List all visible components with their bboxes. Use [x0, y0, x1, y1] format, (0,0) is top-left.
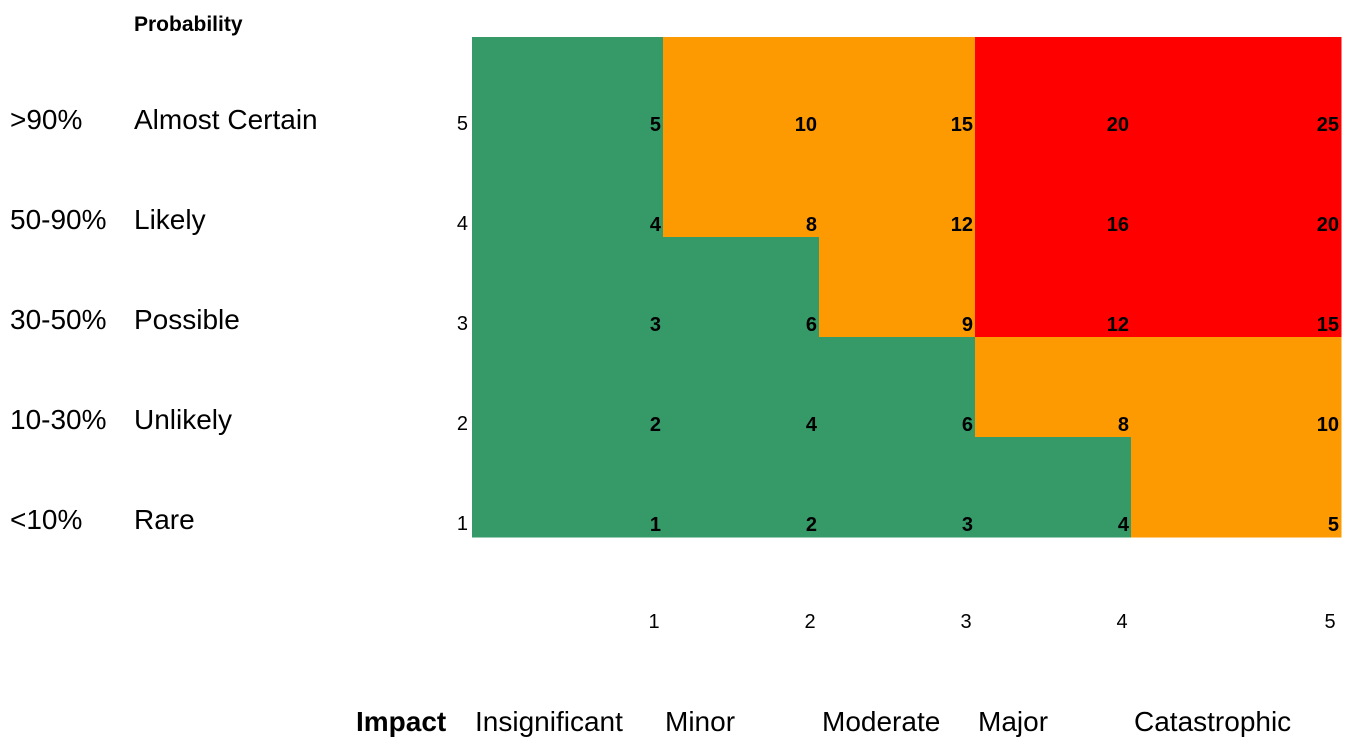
matrix-value-r3-c3: 9 — [962, 314, 973, 336]
row-label-3: Possible — [134, 304, 240, 335]
matrix-cell-r4-c2 — [663, 137, 820, 238]
matrix-cell-r1-c5 — [1131, 437, 1342, 538]
matrix-cell-r5-c3 — [819, 37, 976, 138]
matrix-value-r3-c1: 3 — [650, 314, 661, 336]
col-label-2: Minor — [665, 706, 736, 737]
matrix-cell-r1-c2 — [663, 437, 820, 538]
matrix-value-r1-c1: 1 — [650, 514, 661, 536]
row-label-5: Almost Certain — [134, 104, 318, 135]
matrix-cell-r1-c3 — [819, 437, 976, 538]
matrix-value-r4-c2: 8 — [806, 214, 817, 236]
matrix-cell-r4-c5 — [1131, 137, 1342, 238]
matrix-cell-r5-c5 — [1131, 37, 1342, 138]
col-level-4: 4 — [1116, 611, 1128, 633]
row-percent-1: <10% — [10, 504, 83, 535]
col-label-4: Major — [978, 706, 1049, 737]
row-level-5: 5 — [456, 113, 468, 135]
row-level-2: 2 — [456, 413, 468, 435]
matrix-value-r1-c2: 2 — [806, 514, 817, 536]
matrix-cell-r4-c1 — [472, 137, 664, 238]
probability-axis-title: Probability — [134, 13, 243, 36]
matrix-cell-r4-c3 — [819, 137, 976, 238]
matrix-cell-r5-c4 — [975, 37, 1132, 138]
matrix-value-r5-c5: 25 — [1317, 114, 1339, 136]
matrix-value-r2-c4: 8 — [1118, 414, 1129, 436]
matrix-cell-r1-c4 — [975, 437, 1132, 538]
matrix-cell-r2-c3 — [819, 337, 976, 438]
col-level-1: 1 — [648, 611, 660, 633]
matrix-value-r3-c4: 12 — [1107, 314, 1129, 336]
matrix-cell-r5-c1 — [472, 37, 664, 138]
matrix-cell-r3-c1 — [472, 237, 664, 338]
col-level-5: 5 — [1324, 611, 1336, 633]
matrix-value-r5-c1: 5 — [650, 114, 661, 136]
impact-axis-title: Impact — [356, 706, 447, 737]
matrix-cell-r2-c5 — [1131, 337, 1342, 438]
matrix-cell-r4-c4 — [975, 137, 1132, 238]
matrix-cell-r3-c4 — [975, 237, 1132, 338]
col-level-2: 2 — [804, 611, 816, 633]
matrix-cell-r3-c2 — [663, 237, 820, 338]
row-percent-4: 50-90% — [10, 204, 107, 235]
row-level-4: 4 — [456, 213, 468, 235]
matrix-value-r2-c3: 6 — [962, 414, 973, 436]
row-percent-2: 10-30% — [10, 404, 107, 435]
matrix-value-r4-c3: 12 — [951, 214, 973, 236]
matrix-value-r4-c1: 4 — [650, 214, 662, 236]
row-label-4: Likely — [134, 204, 206, 235]
matrix-value-r2-c2: 4 — [806, 414, 818, 436]
row-label-1: Rare — [134, 504, 195, 535]
matrix-value-r3-c5: 15 — [1317, 314, 1339, 336]
matrix-cell-r3-c3 — [819, 237, 976, 338]
col-label-3: Moderate — [822, 706, 941, 737]
row-percent-5: >90% — [10, 104, 83, 135]
matrix-value-r4-c5: 20 — [1317, 214, 1339, 236]
matrix-value-r5-c4: 20 — [1107, 114, 1129, 136]
matrix-cell-r2-c4 — [975, 337, 1132, 438]
col-label-5: Catastrophic — [1134, 706, 1292, 737]
matrix-value-r2-c1: 2 — [650, 414, 661, 436]
matrix-cell-r2-c1 — [472, 337, 664, 438]
row-label-2: Unlikely — [134, 404, 233, 435]
matrix-cell-r1-c1 — [472, 437, 664, 538]
matrix-value-r5-c3: 15 — [951, 114, 973, 136]
matrix-value-r4-c4: 16 — [1107, 214, 1129, 236]
col-level-3: 3 — [960, 611, 972, 633]
matrix-value-r3-c2: 6 — [806, 314, 817, 336]
row-percent-3: 30-50% — [10, 304, 107, 335]
matrix-cell-r5-c2 — [663, 37, 820, 138]
row-level-3: 3 — [456, 313, 468, 335]
matrix-value-r1-c5: 5 — [1328, 514, 1339, 536]
matrix-value-r1-c4: 4 — [1118, 514, 1130, 536]
row-level-1: 1 — [456, 513, 468, 535]
col-label-1: Insignificant — [475, 706, 623, 737]
matrix-value-r1-c3: 3 — [962, 514, 973, 536]
matrix-value-r5-c2: 10 — [795, 114, 817, 136]
matrix-cell-r3-c5 — [1131, 237, 1342, 338]
matrix-cell-r2-c2 — [663, 337, 820, 438]
matrix-value-r2-c5: 10 — [1317, 414, 1339, 436]
